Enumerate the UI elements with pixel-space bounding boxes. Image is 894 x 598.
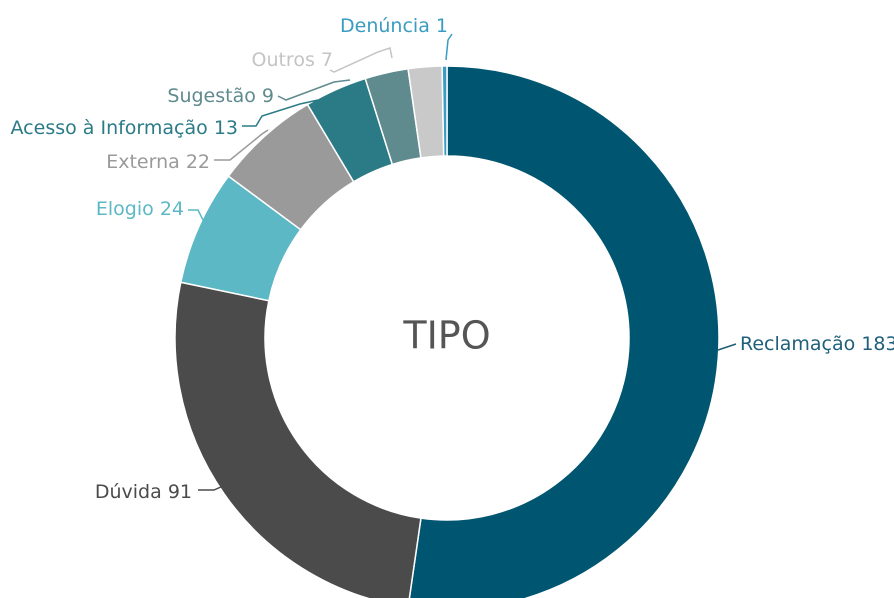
slice-label: Sugestão 9 [167, 85, 274, 107]
leader-line [277, 79, 351, 101]
slice-label-name: Reclamação [740, 333, 855, 355]
slice-label-value: 22 [186, 151, 210, 173]
donut-slice [174, 281, 422, 598]
leader-line [717, 343, 737, 351]
slice-label-value: 9 [262, 85, 274, 107]
leader-line [445, 33, 453, 61]
slice-label-value: 7 [321, 49, 333, 71]
leader-line [242, 99, 319, 127]
donut-slice [441, 65, 448, 157]
slice-label-value: 24 [160, 198, 184, 220]
leader-line [214, 129, 269, 161]
slice-label-name: Dúvida [95, 481, 162, 503]
slice-label-name: Outros [251, 49, 314, 71]
slice-label: Reclamação 183 [740, 333, 894, 355]
slice-label-value: 183 [861, 333, 894, 355]
slice-label-name: Denúncia [340, 15, 430, 37]
slice-label: Dúvida 91 [95, 481, 192, 503]
slice-label: Externa 22 [106, 151, 210, 173]
donut-slice [408, 65, 720, 598]
leader-line [329, 47, 393, 73]
slice-label-name: Sugestão [167, 85, 255, 107]
slice-label-name: Acesso à Informação [11, 117, 208, 139]
slice-label-name: Elogio [96, 198, 154, 220]
slice-label: Acesso à Informação 13 [11, 117, 238, 139]
slice-label-name: Externa [106, 151, 180, 173]
leader-line [198, 481, 233, 491]
slice-label: Outros 7 [251, 49, 333, 71]
leader-line [188, 209, 205, 223]
slice-label-value: 1 [436, 15, 448, 37]
slice-label: Elogio 24 [96, 198, 184, 220]
slice-label: Denúncia 1 [340, 15, 448, 37]
chart-title: TIPO [402, 314, 490, 358]
slice-label-value: 91 [168, 481, 192, 503]
slice-label-value: 13 [214, 117, 238, 139]
